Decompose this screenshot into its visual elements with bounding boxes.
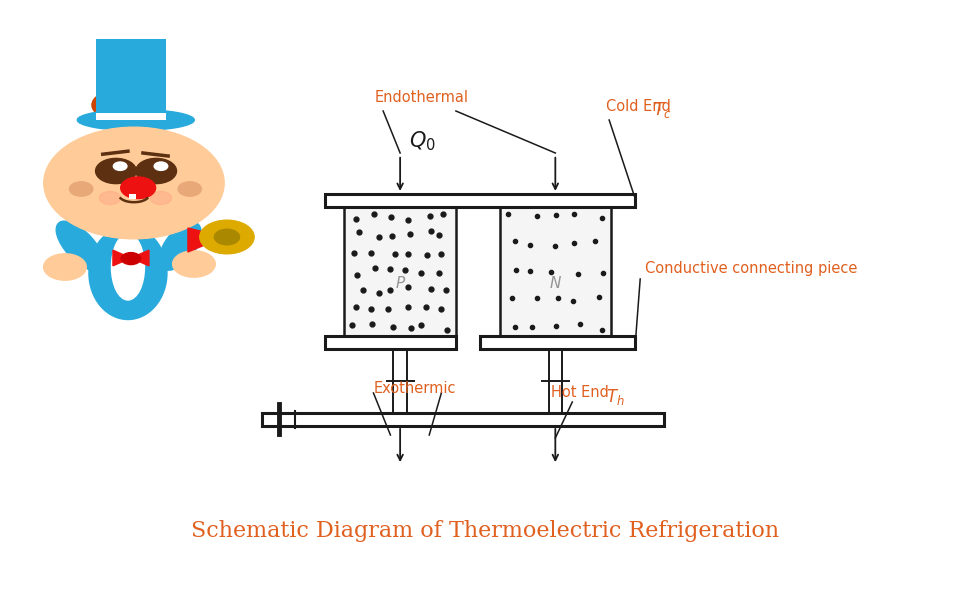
Text: Exothermic: Exothermic: [373, 381, 456, 396]
Text: Schematic Diagram of Thermoelectric Refrigeration: Schematic Diagram of Thermoelectric Refr…: [191, 520, 778, 542]
Bar: [325, 194, 635, 207]
Circle shape: [44, 127, 224, 239]
Text: N: N: [549, 276, 560, 291]
Circle shape: [113, 162, 127, 170]
Ellipse shape: [78, 109, 194, 131]
Text: $Q_0$: $Q_0$: [408, 129, 435, 152]
Circle shape: [121, 253, 141, 265]
Circle shape: [44, 254, 86, 280]
Text: Endothermal: Endothermal: [375, 90, 468, 105]
Ellipse shape: [89, 226, 167, 320]
Text: $T_h$: $T_h$: [606, 387, 624, 407]
Circle shape: [136, 158, 176, 184]
Circle shape: [120, 177, 155, 199]
Circle shape: [96, 158, 137, 184]
Circle shape: [70, 182, 93, 196]
Circle shape: [116, 278, 140, 292]
Bar: [96, 113, 166, 120]
Text: $T_c$: $T_c$: [652, 100, 671, 120]
Text: Cold End: Cold End: [606, 99, 671, 114]
Bar: [344, 207, 455, 336]
Bar: [96, 39, 166, 120]
Bar: [325, 336, 455, 349]
Bar: [499, 207, 610, 336]
Ellipse shape: [56, 221, 104, 271]
Circle shape: [172, 251, 215, 277]
Text: Conductive connecting piece: Conductive connecting piece: [644, 261, 857, 276]
Ellipse shape: [78, 112, 193, 128]
Ellipse shape: [150, 191, 172, 205]
Bar: [262, 413, 664, 426]
Bar: [129, 194, 137, 199]
Ellipse shape: [111, 234, 144, 300]
Polygon shape: [131, 250, 149, 266]
Circle shape: [60, 176, 103, 202]
Text: P: P: [395, 276, 404, 291]
Polygon shape: [188, 228, 224, 252]
Ellipse shape: [92, 90, 145, 120]
Circle shape: [214, 229, 239, 245]
Circle shape: [200, 220, 254, 254]
Text: Hot End: Hot End: [550, 385, 609, 400]
Circle shape: [169, 176, 211, 202]
Ellipse shape: [159, 222, 201, 270]
Ellipse shape: [100, 191, 120, 205]
Circle shape: [154, 162, 168, 170]
Bar: [480, 336, 635, 349]
Polygon shape: [112, 250, 131, 266]
Circle shape: [178, 182, 202, 196]
